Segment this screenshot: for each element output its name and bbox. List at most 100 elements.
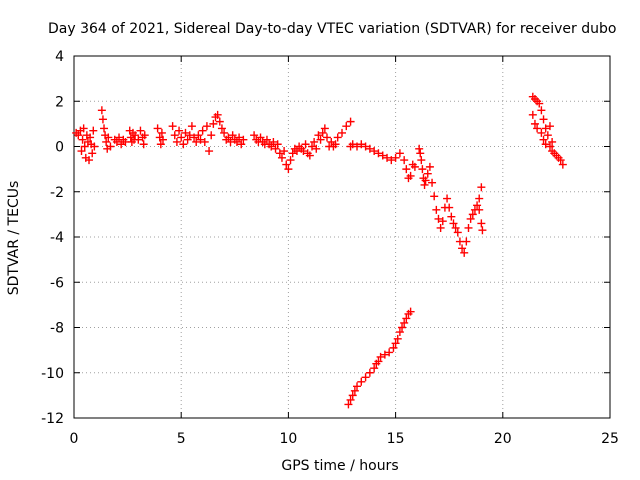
- data-point: [539, 115, 548, 124]
- plot-frame: [73, 55, 611, 419]
- data-point: [460, 248, 469, 257]
- data-point: [380, 350, 389, 359]
- data-point: [112, 137, 121, 146]
- y-axis-label: SDTVAR / TECUs: [6, 181, 22, 296]
- data-point: [106, 142, 115, 151]
- data-point: [535, 99, 544, 108]
- data-point: [79, 124, 88, 133]
- data-point: [282, 160, 291, 169]
- data-point: [361, 373, 370, 382]
- data-point: [98, 115, 107, 124]
- data-point: [139, 140, 148, 149]
- data-point: [416, 149, 425, 158]
- data-point: [543, 131, 552, 140]
- data-point: [280, 147, 289, 156]
- data-point: [464, 223, 473, 232]
- data-point: [327, 137, 336, 146]
- data-point: [314, 131, 323, 140]
- data-point: [421, 176, 430, 185]
- data-point: [307, 142, 316, 151]
- data-point: [153, 124, 162, 133]
- data-point: [312, 144, 321, 153]
- data-point: [406, 307, 415, 316]
- y-tick-label: 0: [55, 140, 64, 156]
- x-tick-label: 15: [387, 431, 405, 447]
- data-marks: [72, 92, 567, 409]
- data-point: [558, 160, 567, 169]
- data-point: [97, 106, 106, 115]
- data-point: [156, 140, 165, 149]
- data-point: [418, 165, 427, 174]
- data-point: [478, 226, 487, 235]
- data-point: [541, 124, 550, 133]
- data-point: [267, 142, 276, 151]
- data-point: [346, 117, 355, 126]
- data-point: [395, 149, 404, 158]
- data-point: [428, 178, 437, 187]
- data-point: [353, 382, 362, 391]
- data-point: [175, 126, 184, 135]
- data-point: [415, 144, 424, 153]
- y-tick-label: -8: [50, 321, 64, 337]
- data-point: [391, 339, 400, 348]
- data-point: [134, 135, 143, 144]
- data-point: [391, 153, 400, 162]
- data-point: [443, 194, 452, 203]
- data-point: [80, 142, 89, 151]
- data-point: [284, 165, 293, 174]
- x-tick-label: 0: [70, 431, 79, 447]
- data-point: [338, 128, 346, 137]
- data-point: [215, 117, 224, 126]
- data-point: [477, 183, 486, 192]
- data-point: [473, 201, 482, 210]
- data-point: [213, 110, 222, 119]
- data-point: [398, 323, 407, 332]
- grid: [73, 55, 611, 419]
- data-point: [217, 124, 226, 133]
- data-point: [318, 128, 327, 137]
- data-point: [417, 156, 426, 165]
- data-point: [77, 147, 86, 156]
- data-point: [348, 391, 357, 400]
- data-point: [177, 133, 186, 142]
- x-axis-label: GPS time / hours: [281, 458, 398, 474]
- data-point: [537, 128, 546, 137]
- data-point: [239, 135, 248, 144]
- data-point: [406, 171, 415, 180]
- data-point: [89, 126, 98, 135]
- data-point: [100, 124, 109, 133]
- data-point: [468, 210, 477, 219]
- data-point: [387, 156, 396, 165]
- data-point: [237, 140, 246, 149]
- data-point: [131, 131, 140, 140]
- data-point: [157, 128, 166, 137]
- data-point: [438, 217, 447, 226]
- data-point: [447, 212, 456, 221]
- data-point: [115, 133, 124, 142]
- data-point: [475, 194, 484, 203]
- data-point: [269, 137, 278, 146]
- data-point: [288, 149, 297, 158]
- data-point: [400, 318, 409, 327]
- data-point: [275, 149, 284, 158]
- data-point: [74, 131, 83, 140]
- y-tick-label: -10: [41, 366, 64, 382]
- data-point: [402, 165, 411, 174]
- data-point: [533, 124, 542, 133]
- data-point: [250, 131, 259, 140]
- y-tick-label: 2: [55, 94, 64, 110]
- data-point: [344, 400, 353, 409]
- data-point: [136, 126, 145, 135]
- data-point: [185, 131, 194, 140]
- data-point: [305, 151, 314, 160]
- data-point: [545, 142, 554, 151]
- data-point: [453, 228, 462, 237]
- data-point: [466, 214, 475, 223]
- data-point: [357, 377, 366, 386]
- data-point: [194, 131, 203, 140]
- x-tick-labels: 0 5 10 15 20 25: [70, 431, 619, 447]
- data-point: [376, 352, 385, 361]
- data-point: [346, 395, 355, 404]
- data-point: [385, 348, 394, 357]
